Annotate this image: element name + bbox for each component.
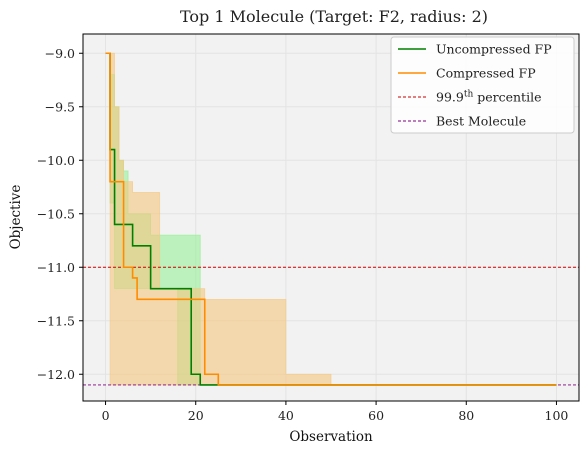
legend-box bbox=[390, 36, 575, 134]
legend-label-3: Best Molecule bbox=[436, 114, 526, 129]
y-tick-label: −9.0 bbox=[45, 46, 75, 61]
y-tick-label: −12.0 bbox=[37, 367, 75, 382]
y-tick-label: −9.5 bbox=[45, 99, 75, 114]
x-tick-label: 100 bbox=[545, 408, 569, 423]
y-axis-label: Objective bbox=[8, 185, 24, 250]
legend-label-0: Uncompressed FP bbox=[436, 42, 552, 57]
series-line-1 bbox=[105, 52, 557, 386]
y-tick-label: −11.5 bbox=[37, 313, 75, 328]
legend-items: Uncompressed FP Compressed FP 99.9th perce… bbox=[398, 42, 552, 129]
y-tick-label: −10.0 bbox=[37, 153, 75, 168]
plot-frame bbox=[82, 33, 580, 402]
legend-label-1: Compressed FP bbox=[436, 66, 536, 81]
x-tick-label: 0 bbox=[102, 408, 110, 423]
x-tick-label: 20 bbox=[188, 408, 204, 423]
x-tick-label: 60 bbox=[368, 408, 384, 423]
axis-ticks: 0 20 40 60 80 100 −9.0 −9.5 −10.0 −10.5 −11.0 −11.5… bbox=[37, 46, 569, 423]
series-lines bbox=[105, 52, 557, 386]
x-axis-label: Observation bbox=[289, 429, 373, 445]
legend-label-suffix: percentile bbox=[473, 90, 541, 105]
legend-label-main: 99.9 bbox=[436, 90, 464, 105]
x-tick-label: 40 bbox=[278, 408, 294, 423]
x-tick-label: 80 bbox=[458, 408, 474, 423]
legend: Uncompressed FP Compressed FP 99.9th perce… bbox=[390, 36, 575, 134]
legend-label-superscript: th bbox=[464, 90, 474, 100]
legend-label-main: Best Molecule bbox=[436, 114, 526, 129]
y-tick-label: −11.0 bbox=[37, 260, 75, 275]
legend-label-2: 99.9th percentile bbox=[436, 90, 541, 105]
chart-title: Top 1 Molecule (Target: F2, radius: 2) bbox=[180, 7, 488, 26]
y-tick-label: −10.5 bbox=[37, 206, 75, 221]
